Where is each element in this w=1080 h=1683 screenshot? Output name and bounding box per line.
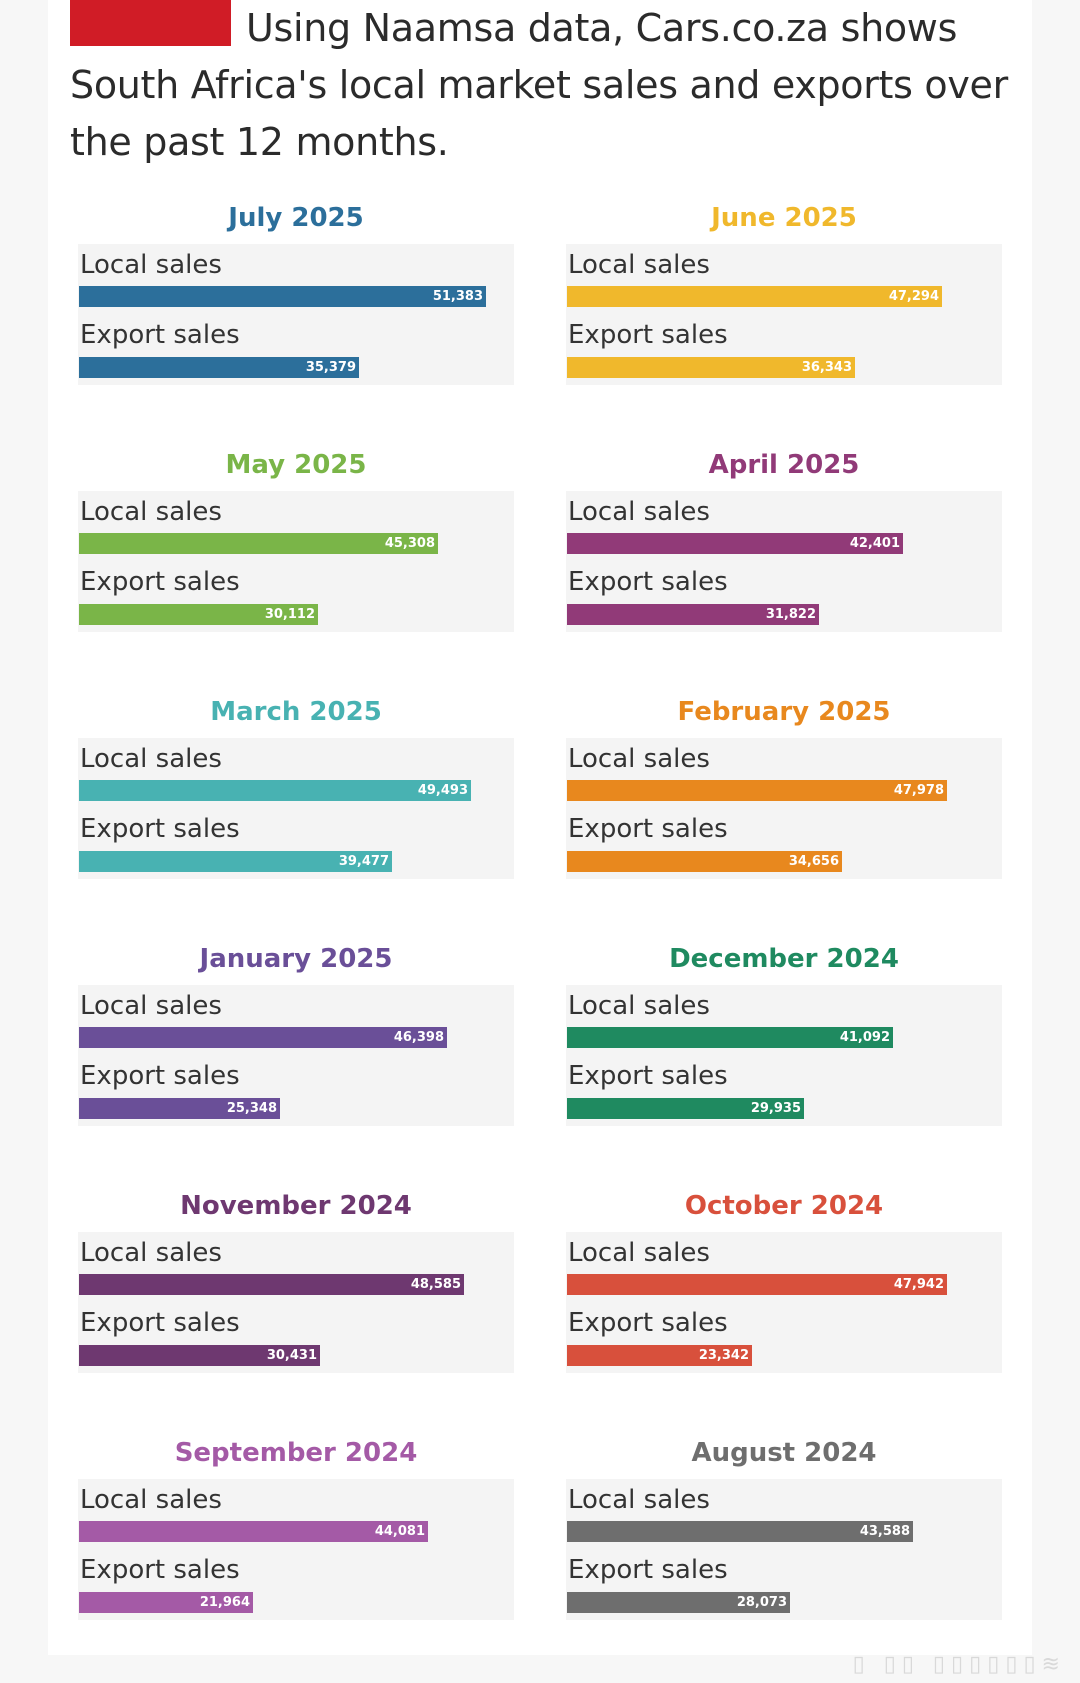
export-sales-label: Export sales — [568, 320, 728, 350]
local-sales-bar: 45,308 — [79, 533, 438, 554]
local-sales-value: 48,585 — [410, 1277, 461, 1292]
headline: Using Naamsa data, Cars.co.za shows Sout… — [70, 6, 1008, 164]
local-sales-value: 47,294 — [888, 289, 939, 304]
local-sales-bar: 48,585 — [79, 1274, 464, 1295]
export-sales-label: Export sales — [80, 567, 240, 597]
local-sales-label: Local sales — [568, 1238, 710, 1268]
local-sales-label: Local sales — [80, 991, 222, 1021]
local-sales-bar: 47,294 — [567, 286, 942, 307]
panel-title: May 2025 — [225, 450, 367, 480]
local-sales-label: Local sales — [568, 991, 710, 1021]
export-sales-value: 25,348 — [226, 1101, 277, 1116]
export-sales-value: 30,431 — [266, 1348, 317, 1363]
local-sales-value: 47,942 — [893, 1277, 944, 1292]
local-sales-label: Local sales — [80, 1238, 222, 1268]
local-sales-value: 43,588 — [859, 1524, 910, 1539]
panel-title: January 2025 — [199, 944, 393, 974]
export-sales-label: Export sales — [568, 1308, 728, 1338]
panel-title: November 2024 — [180, 1191, 412, 1221]
panel-title: August 2024 — [691, 1438, 877, 1468]
local-sales-bar: 47,942 — [567, 1274, 947, 1295]
local-sales-bar: 42,401 — [567, 533, 903, 554]
export-sales-value: 29,935 — [750, 1101, 801, 1116]
export-sales-label: Export sales — [80, 320, 240, 350]
local-sales-label: Local sales — [80, 497, 222, 527]
export-sales-value: 30,112 — [264, 607, 315, 622]
brand-red-block — [70, 0, 231, 46]
local-sales-bar: 47,978 — [567, 780, 947, 801]
local-sales-bar: 44,081 — [79, 1521, 428, 1542]
panel-title: February 2025 — [677, 697, 891, 727]
export-sales-label: Export sales — [568, 814, 728, 844]
export-sales-bar: 39,477 — [79, 851, 392, 872]
local-sales-bar: 41,092 — [567, 1027, 893, 1048]
local-sales-bar: 49,493 — [79, 780, 471, 801]
export-sales-bar: 30,431 — [79, 1345, 320, 1366]
export-sales-label: Export sales — [80, 1555, 240, 1585]
export-sales-bar: 34,656 — [567, 851, 842, 872]
local-sales-value: 51,383 — [432, 289, 483, 304]
export-sales-value: 23,342 — [698, 1348, 749, 1363]
export-sales-value: 36,343 — [801, 360, 852, 375]
export-sales-bar: 25,348 — [79, 1098, 280, 1119]
local-sales-value: 41,092 — [839, 1030, 890, 1045]
local-sales-value: 46,398 — [393, 1030, 444, 1045]
export-sales-bar: 29,935 — [567, 1098, 804, 1119]
panel-title: July 2025 — [228, 203, 364, 233]
export-sales-bar: 21,964 — [79, 1592, 253, 1613]
export-sales-label: Export sales — [80, 1308, 240, 1338]
local-sales-value: 47,978 — [893, 783, 944, 798]
local-sales-bar: 43,588 — [567, 1521, 913, 1542]
panel-title: September 2024 — [174, 1438, 418, 1468]
panel-title: December 2024 — [669, 944, 899, 974]
local-sales-value: 42,401 — [849, 536, 900, 551]
export-sales-value: 35,379 — [305, 360, 356, 375]
export-sales-bar: 31,822 — [567, 604, 819, 625]
export-sales-label: Export sales — [80, 1061, 240, 1091]
local-sales-value: 44,081 — [374, 1524, 425, 1539]
export-sales-value: 28,073 — [736, 1595, 787, 1610]
export-sales-value: 21,964 — [199, 1595, 250, 1610]
export-sales-bar: 30,112 — [79, 604, 318, 625]
watermark: ▯ ▯▯ ▯▯▯▯▯▯≋ — [852, 1652, 1066, 1677]
local-sales-label: Local sales — [80, 1485, 222, 1515]
export-sales-value: 39,477 — [338, 854, 389, 869]
local-sales-label: Local sales — [568, 744, 710, 774]
local-sales-label: Local sales — [568, 250, 710, 280]
local-sales-label: Local sales — [80, 250, 222, 280]
local-sales-label: Local sales — [80, 744, 222, 774]
panel-title: October 2024 — [684, 1191, 884, 1221]
export-sales-bar: 28,073 — [567, 1592, 790, 1613]
export-sales-bar: 23,342 — [567, 1345, 752, 1366]
local-sales-value: 49,493 — [417, 783, 468, 798]
export-sales-value: 31,822 — [765, 607, 816, 622]
export-sales-label: Export sales — [568, 1555, 728, 1585]
local-sales-bar: 51,383 — [79, 286, 486, 307]
local-sales-label: Local sales — [568, 1485, 710, 1515]
local-sales-bar: 46,398 — [79, 1027, 447, 1048]
export-sales-label: Export sales — [80, 814, 240, 844]
local-sales-label: Local sales — [568, 497, 710, 527]
export-sales-label: Export sales — [568, 567, 728, 597]
export-sales-bar: 36,343 — [567, 357, 855, 378]
panel-title: April 2025 — [708, 450, 860, 480]
local-sales-value: 45,308 — [384, 536, 435, 551]
export-sales-bar: 35,379 — [79, 357, 359, 378]
panel-title: June 2025 — [711, 203, 857, 233]
export-sales-value: 34,656 — [788, 854, 839, 869]
export-sales-label: Export sales — [568, 1061, 728, 1091]
panel-title: March 2025 — [210, 697, 382, 727]
